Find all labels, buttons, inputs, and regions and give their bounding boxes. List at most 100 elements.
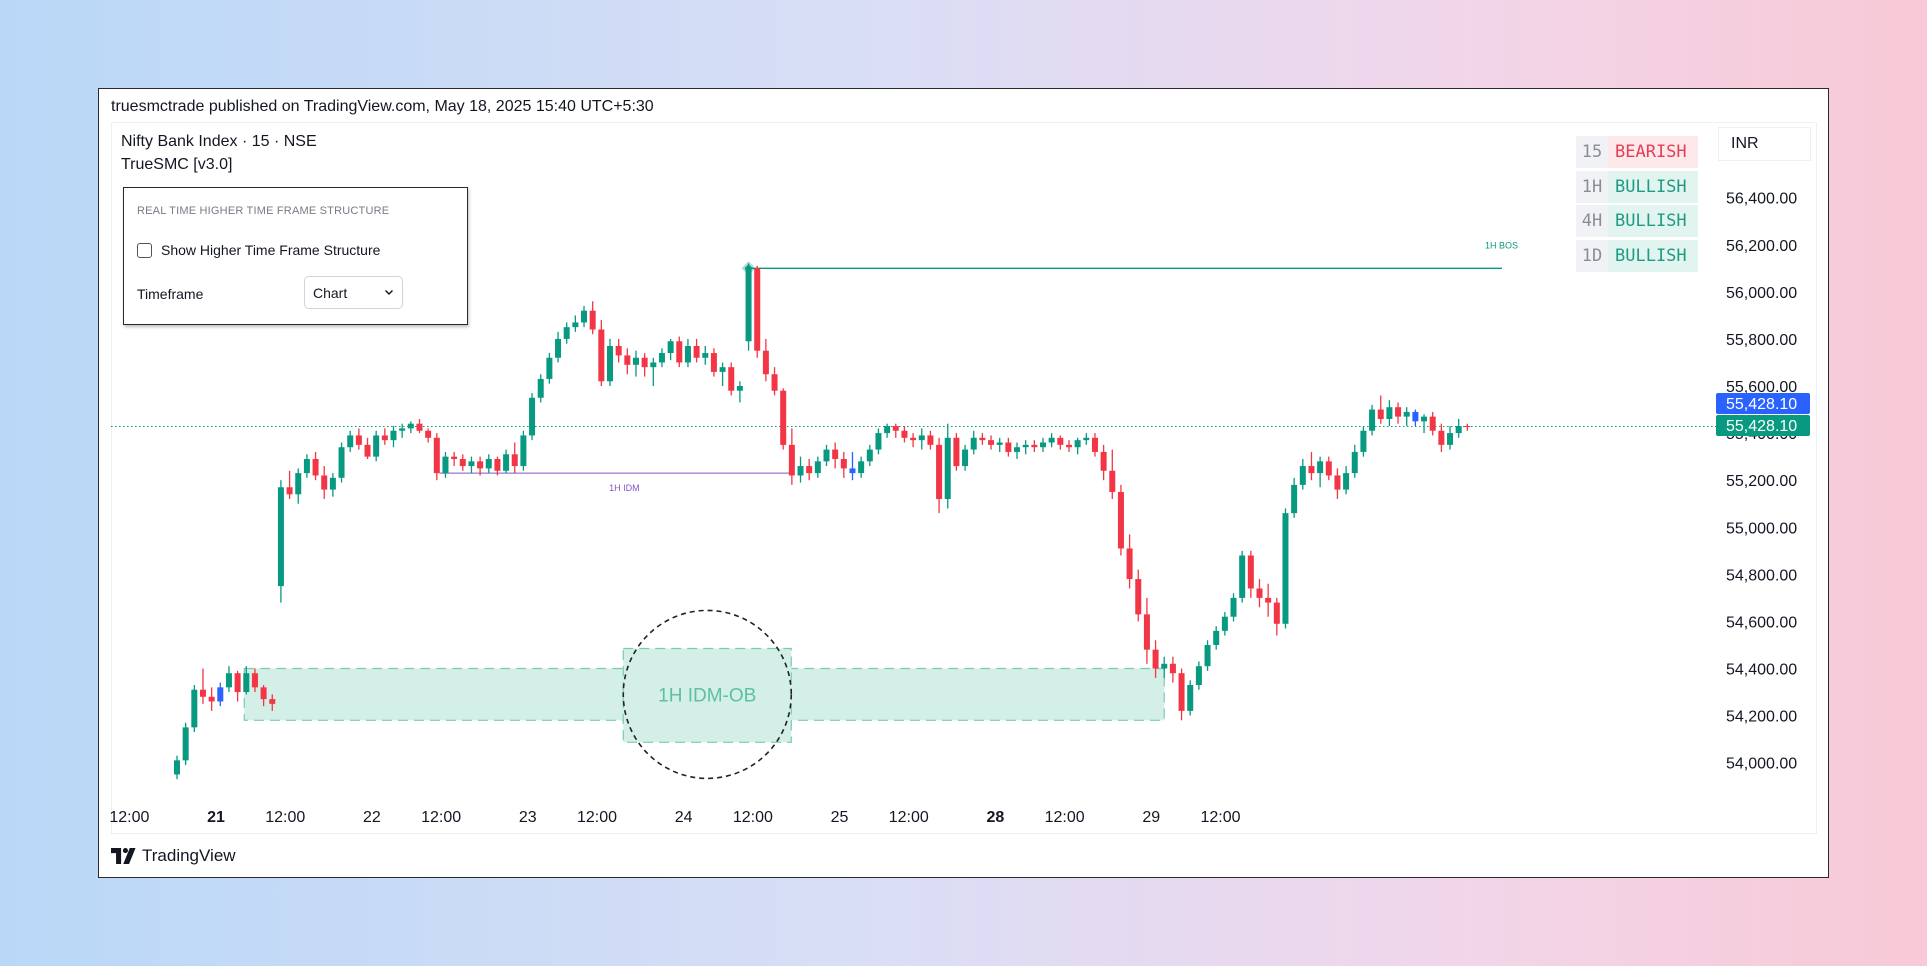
candle-body (1351, 451, 1358, 474)
x-tick-label: 12:00 (109, 809, 149, 826)
candle-body (1239, 555, 1246, 598)
htf-row-15: 15 BEARISH (1576, 136, 1698, 168)
candle-body (347, 435, 354, 448)
candle-body (936, 444, 943, 500)
chart-pane-border (111, 122, 1817, 834)
candle-body (572, 322, 579, 328)
candle-body (511, 454, 518, 467)
timeframe-value: Chart (313, 284, 348, 301)
last-price-label: 55,428.10 (1726, 418, 1797, 435)
x-tick-label: 28 (986, 809, 1004, 826)
symbol-title[interactable]: Nifty Bank Index · 15 · NSE (121, 133, 317, 150)
bos-label: 1H BOS (1485, 240, 1518, 250)
y-tick-label: 56,200.00 (1726, 238, 1797, 255)
htf-state: BULLISH (1608, 205, 1698, 237)
timeframe-select[interactable]: Chart (304, 276, 403, 309)
y-tick-label: 54,800.00 (1726, 567, 1797, 584)
candle-body (269, 699, 276, 704)
tradingview-brand: TradingView (142, 846, 236, 865)
htf-state: BULLISH (1608, 239, 1698, 272)
candle-body (1282, 513, 1289, 624)
x-tick-label: 29 (1142, 809, 1160, 826)
candle-body (260, 687, 267, 700)
tradingview-logo[interactable]: TradingView (111, 846, 236, 866)
y-tick-label: 55,600.00 (1726, 379, 1797, 396)
order-block-label-box (622, 647, 792, 743)
candle-body (338, 447, 345, 478)
candle-body (684, 345, 691, 363)
candle-body (537, 378, 544, 398)
x-tick-label: 12:00 (421, 809, 461, 826)
candle-body (650, 362, 657, 368)
candle-body (1360, 430, 1367, 452)
last-price-label: 55,428.10 (1726, 396, 1797, 413)
candle-body (1265, 597, 1272, 603)
candle-body (1334, 475, 1341, 490)
htf-timeframe: 4H (1576, 205, 1608, 237)
candle-body (1464, 426, 1471, 428)
candle-body (503, 454, 510, 471)
htf-checkbox[interactable] (137, 242, 152, 258)
candle-body (1421, 416, 1428, 422)
candle-body (217, 687, 224, 702)
htf-settings-panel: REAL TIME HIGHER TIME FRAME STRUCTURE Sh… (123, 187, 468, 325)
candle-body (1369, 409, 1376, 431)
candle-body (953, 437, 960, 467)
x-tick-label: 25 (831, 809, 849, 826)
y-tick-label: 54,000.00 (1726, 756, 1797, 773)
candle-body (1221, 616, 1228, 631)
candle-body (1213, 630, 1220, 645)
candle-body (225, 673, 232, 688)
published-caption: truesmctrade published on TradingView.co… (111, 98, 654, 115)
candle-body (771, 374, 778, 391)
x-tick-label: 21 (207, 809, 225, 826)
x-tick-label: 12:00 (1201, 809, 1241, 826)
candle-body (1048, 437, 1055, 443)
indicator-title[interactable]: TrueSMC [v3.0] (121, 156, 233, 173)
candle-body (546, 357, 553, 379)
x-tick-label: 12:00 (1045, 809, 1085, 826)
candle-body (979, 437, 986, 441)
candle-body (1230, 597, 1237, 617)
candle-body (615, 345, 622, 356)
candle-body (563, 327, 570, 339)
htf-state: BEARISH (1608, 136, 1698, 168)
candle-body (1412, 411, 1419, 422)
candle-body (468, 461, 475, 467)
candle-body (1273, 602, 1280, 624)
candle-body (866, 449, 873, 462)
candle-body (806, 466, 813, 474)
candle-body (1204, 644, 1211, 667)
htf-timeframe: 15 (1576, 136, 1608, 168)
candle-body (693, 345, 700, 358)
candle-body (745, 268, 752, 342)
candle-body (875, 433, 882, 450)
candle-body (927, 435, 934, 445)
candle-body (277, 487, 284, 587)
candle-body (520, 435, 527, 467)
candle-body (555, 338, 562, 358)
candle-body (1343, 473, 1350, 490)
candle-body (1429, 416, 1436, 431)
candle-body (832, 449, 839, 459)
candle-body (736, 386, 743, 391)
candle-body (1005, 442, 1012, 452)
candle-body (1325, 461, 1332, 476)
candle-body (485, 458, 492, 469)
candle-body (988, 440, 995, 445)
candle-body (658, 353, 665, 363)
y-tick-label: 56,400.00 (1726, 191, 1797, 208)
x-tick-label: 23 (519, 809, 537, 826)
candle-body (728, 367, 735, 391)
candle-body (1195, 666, 1202, 685)
candle-body (355, 435, 362, 445)
htf-checkbox-label: Show Higher Time Frame Structure (161, 242, 381, 258)
htf-structure-toggle[interactable]: Show Higher Time Frame Structure (137, 242, 380, 258)
candle-body (208, 696, 215, 702)
candle-body (442, 456, 449, 474)
currency-button[interactable]: INR (1718, 127, 1811, 161)
htf-timeframe: 1D (1576, 239, 1608, 272)
candle-body (1014, 447, 1021, 452)
candle-body (321, 475, 328, 490)
